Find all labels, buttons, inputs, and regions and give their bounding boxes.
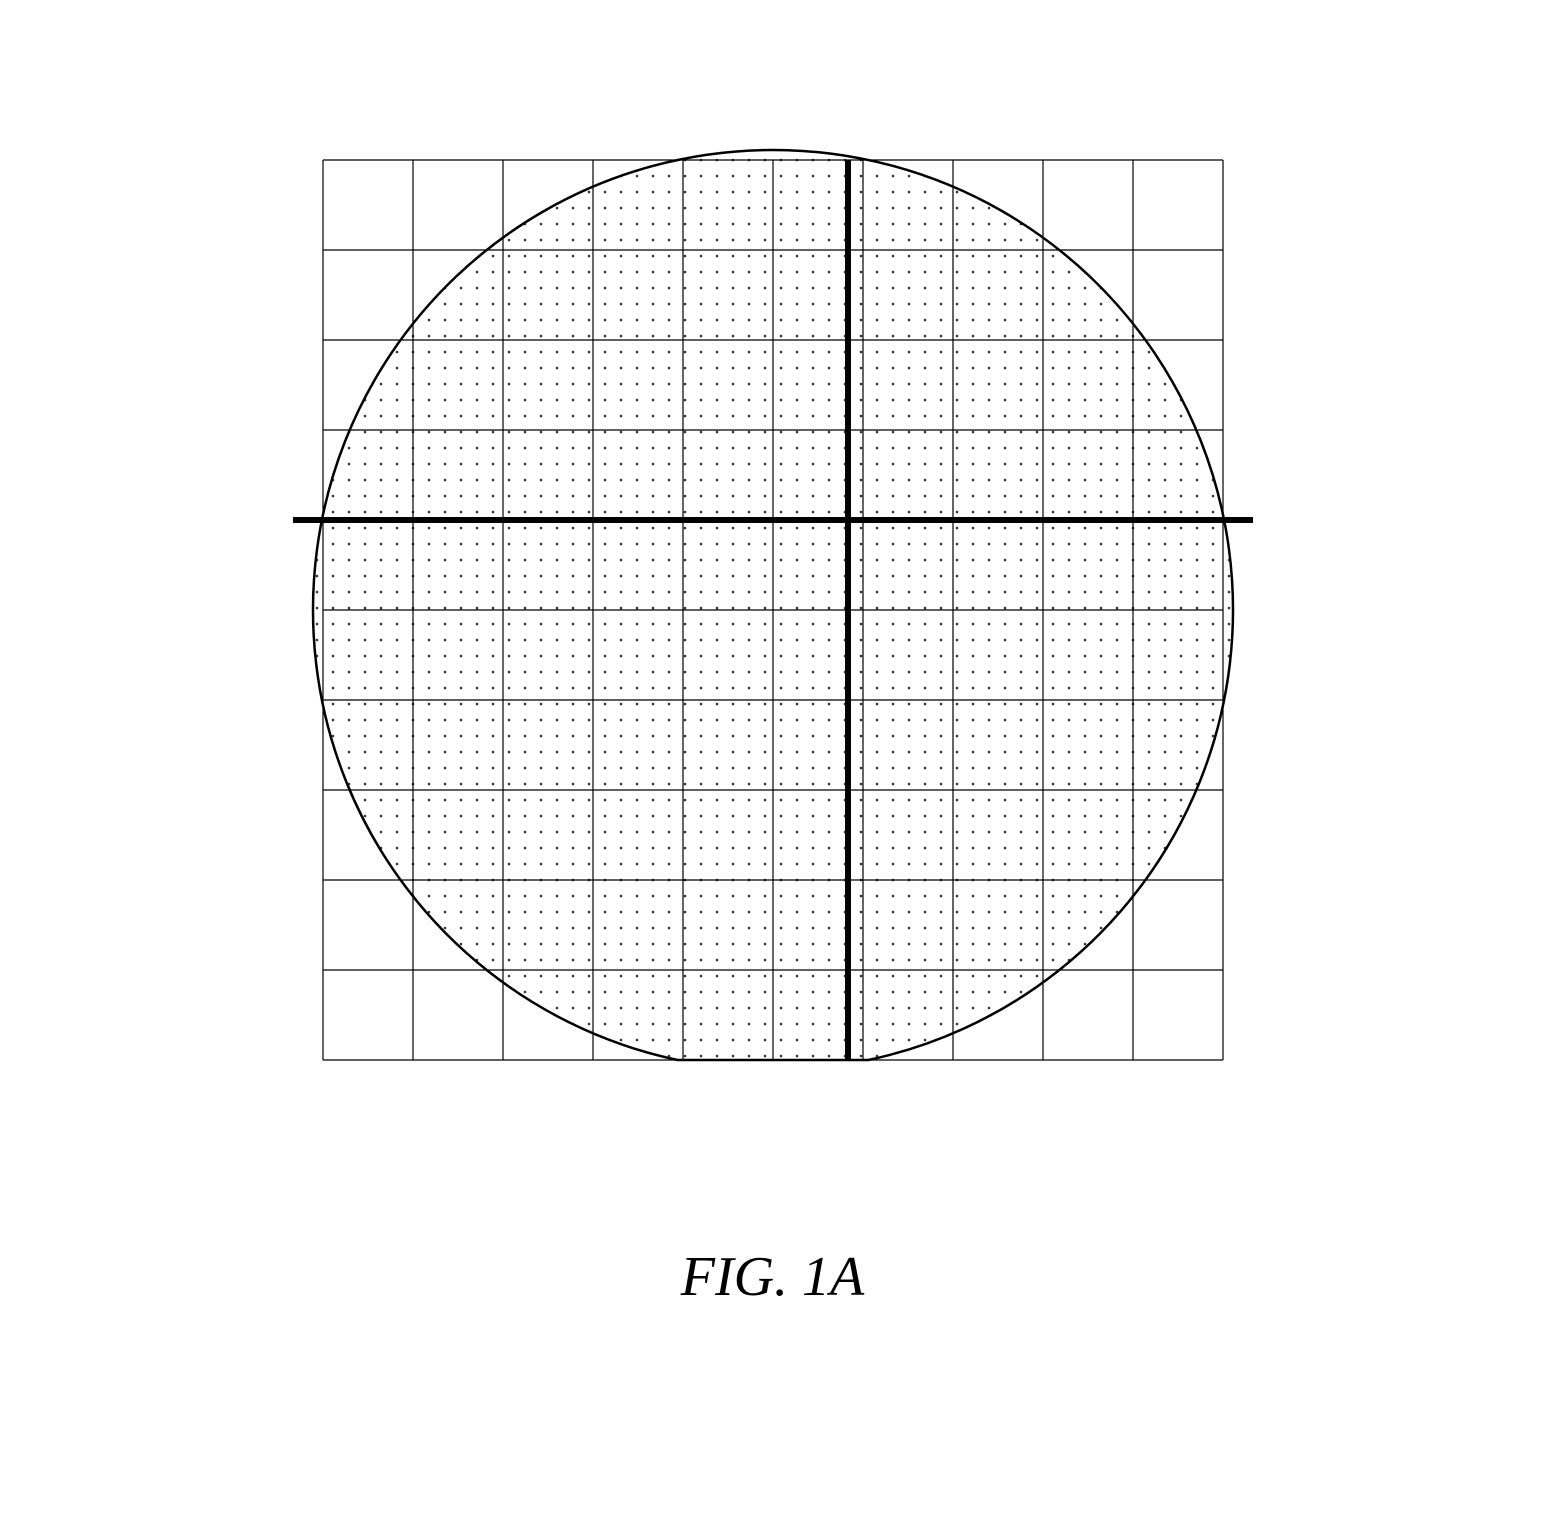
figure-container <box>293 120 1253 1105</box>
wafer-diagram <box>293 120 1253 1100</box>
figure-caption: FIG. 1A <box>681 1245 865 1309</box>
